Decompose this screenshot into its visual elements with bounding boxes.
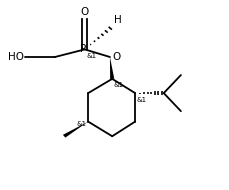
Text: &1: &1 bbox=[113, 82, 123, 88]
Polygon shape bbox=[110, 57, 114, 79]
Text: P: P bbox=[80, 44, 87, 54]
Text: HO: HO bbox=[8, 52, 24, 62]
Text: &1: &1 bbox=[136, 97, 146, 103]
Text: &1: &1 bbox=[87, 53, 97, 59]
Text: &1: &1 bbox=[77, 121, 87, 127]
Text: O: O bbox=[113, 52, 121, 62]
Text: H: H bbox=[114, 15, 122, 25]
Polygon shape bbox=[63, 122, 88, 138]
Text: O: O bbox=[81, 7, 89, 17]
